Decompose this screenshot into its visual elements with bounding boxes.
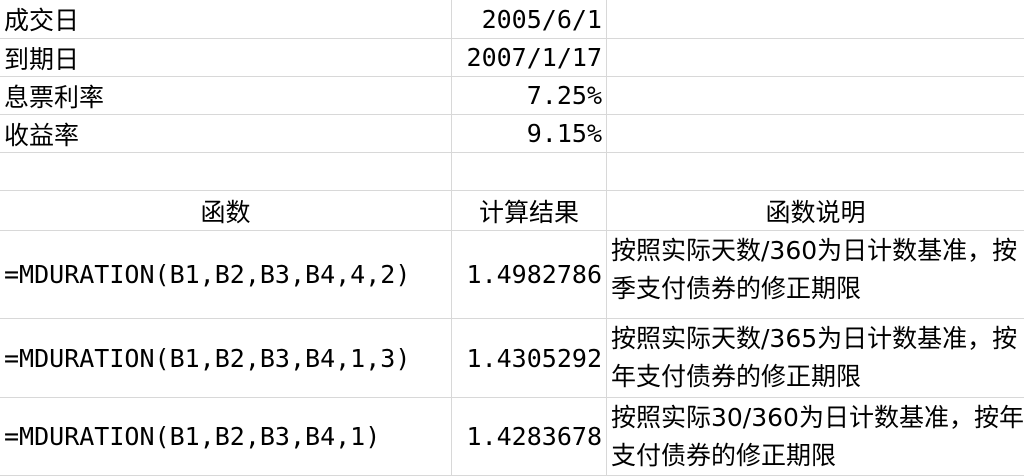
label-cell[interactable]: 收益率 <box>0 115 452 153</box>
empty-cell[interactable] <box>607 115 1024 153</box>
formula-row-3: =MDURATION(B1,B2,B3,B4,1) 1.4283678 按照实际… <box>0 398 1024 476</box>
label-cell[interactable]: 成交日 <box>0 0 452 39</box>
header-row: 函数 计算结果 函数说明 <box>0 191 1024 231</box>
label-cell[interactable]: 息票利率 <box>0 77 452 115</box>
empty-cell[interactable] <box>607 77 1024 115</box>
header-func[interactable]: 函数 <box>0 191 452 231</box>
desc-cell[interactable]: 按照实际天数/360为日计数基准，按季支付债券的修正期限 <box>607 231 1024 319</box>
param-row-coupon: 息票利率 7.25% <box>0 77 1024 115</box>
empty-cell[interactable] <box>607 153 1024 191</box>
param-row-maturity: 到期日 2007/1/17 <box>0 39 1024 77</box>
label-cell[interactable]: 到期日 <box>0 39 452 77</box>
formula-row-2: =MDURATION(B1,B2,B3,B4,1,3) 1.4305292 按照… <box>0 319 1024 398</box>
empty-cell[interactable] <box>0 153 452 191</box>
empty-cell[interactable] <box>452 153 607 191</box>
value-cell[interactable]: 9.15% <box>452 115 607 153</box>
result-cell[interactable]: 1.4283678 <box>452 398 607 476</box>
formula-row-1: =MDURATION(B1,B2,B3,B4,4,2) 1.4982786 按照… <box>0 231 1024 319</box>
result-cell[interactable]: 1.4982786 <box>452 231 607 319</box>
desc-cell[interactable]: 按照实际天数/365为日计数基准，按年支付债券的修正期限 <box>607 319 1024 398</box>
value-cell[interactable]: 2007/1/17 <box>452 39 607 77</box>
header-desc[interactable]: 函数说明 <box>607 191 1024 231</box>
param-row-settle: 成交日 2005/6/1 <box>0 0 1024 39</box>
result-cell[interactable]: 1.4305292 <box>452 319 607 398</box>
empty-cell[interactable] <box>607 0 1024 39</box>
param-row-yield: 收益率 9.15% <box>0 115 1024 153</box>
header-result[interactable]: 计算结果 <box>452 191 607 231</box>
formula-cell[interactable]: =MDURATION(B1,B2,B3,B4,4,2) <box>0 231 452 319</box>
desc-cell[interactable]: 按照实际30/360为日计数基准，按年支付债券的修正期限 <box>607 398 1024 476</box>
formula-cell[interactable]: =MDURATION(B1,B2,B3,B4,1,3) <box>0 319 452 398</box>
value-cell[interactable]: 7.25% <box>452 77 607 115</box>
formula-cell[interactable]: =MDURATION(B1,B2,B3,B4,1) <box>0 398 452 476</box>
value-cell[interactable]: 2005/6/1 <box>452 0 607 39</box>
empty-row <box>0 153 1024 191</box>
empty-cell[interactable] <box>607 39 1024 77</box>
